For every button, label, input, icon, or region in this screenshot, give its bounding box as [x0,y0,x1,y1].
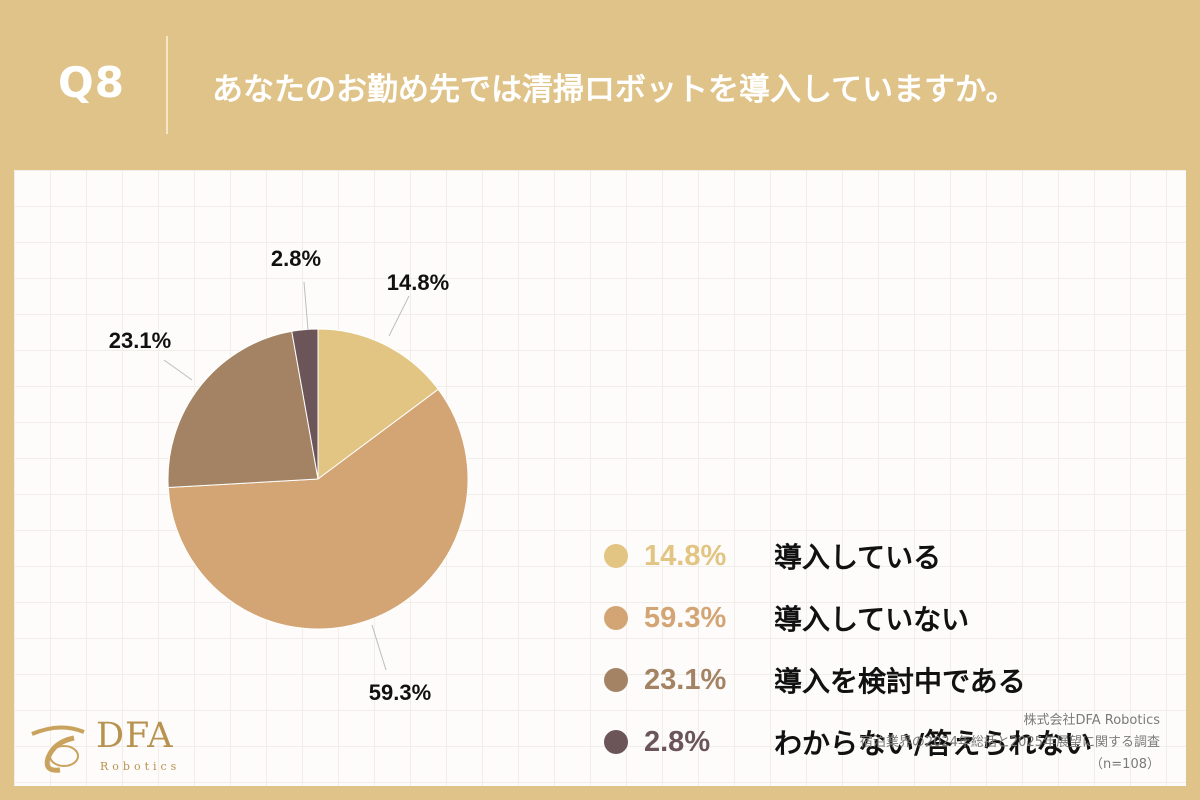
legend-label: 導入していない [774,603,970,636]
legend-swatch-icon [604,544,628,568]
company-logo: DFA Robotics [24,712,194,782]
chart-panel: 14.8% 59.3% 23.1% 2.8% 14.8% 導入している 59.3% 導入して… [14,170,1186,786]
source-note: 株式会社DFA Robotics 宿泊業界の2024年総括と2025年展望に関す… [860,710,1160,776]
question-number: Q8 [58,58,125,107]
header-divider [166,36,168,134]
legend-swatch-icon [604,730,628,754]
legend-percent: 59.3% [644,601,727,634]
pie-slice [317,328,439,480]
legend-swatch-icon [604,606,628,630]
legend-item: 2.8% わからない/答えられない [604,711,1092,773]
legend-label: 導入を検討中である [774,665,1026,698]
legend-label: わからない/答えられない [774,727,1093,760]
slice-leader-line [388,295,410,337]
source-survey: 宿泊業界の2024年総括と2025年展望に関する調査 [859,735,1160,750]
legend-percent: 2.8% [644,725,711,758]
slice-leader-line [371,624,387,671]
logo-title: DFA [96,716,174,756]
pie-slice [167,388,469,630]
legend-swatch-icon [604,668,628,692]
slice-data-label: 14.8% [387,270,449,295]
logo-subtitle: Robotics [100,760,181,773]
source-company: 株式会社DFA Robotics [1023,713,1160,728]
legend-item: 14.8% 導入している [604,525,1092,587]
pie-chart: 14.8% 59.3% 23.1% 2.8% [109,246,469,705]
legend-percent: 14.8% [644,539,727,572]
slice-data-label: 59.3% [369,680,431,705]
pie-slice [167,330,319,489]
slice-leader-line [163,359,193,381]
source-sample-size: （n=108） [1090,757,1160,772]
slice-data-label: 23.1% [109,328,171,353]
legend-item: 59.3% 導入していない [604,587,1092,649]
pie-slice [291,328,319,480]
legend: 14.8% 導入している 59.3% 導入していない 23.1% 導入を検討中である 2.8… [604,525,1092,773]
question-title: あなたのお勤め先では清掃ロボットを導入していますか。 [212,72,1017,108]
legend-item: 23.1% 導入を検討中である [604,649,1092,711]
logo-swoosh-icon [31,725,85,773]
legend-percent: 23.1% [644,663,727,696]
slice-data-label: 2.8% [271,246,321,271]
slice-leader-line [303,281,309,331]
legend-label: 導入している [774,541,942,574]
header: Q8 あなたのお勤め先では清掃ロボットを導入していますか。 [0,0,1200,170]
